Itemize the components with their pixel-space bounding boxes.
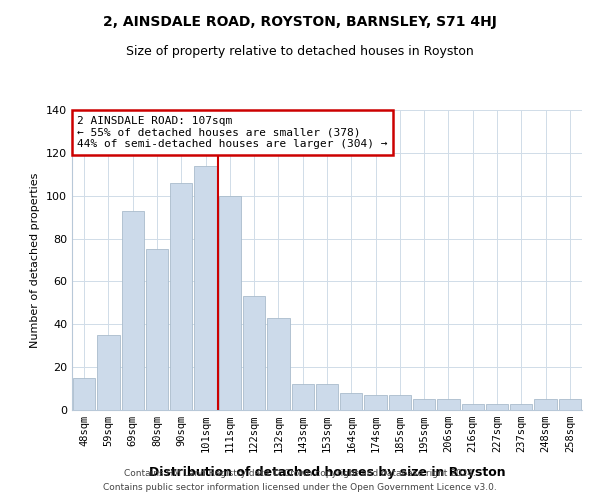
Bar <box>413 400 436 410</box>
Text: Contains HM Land Registry data © Crown copyright and database right 2024.: Contains HM Land Registry data © Crown c… <box>124 468 476 477</box>
Bar <box>146 250 168 410</box>
Bar <box>389 395 411 410</box>
Bar <box>535 400 557 410</box>
Bar <box>316 384 338 410</box>
Bar <box>218 196 241 410</box>
Bar <box>194 166 217 410</box>
Text: 2, AINSDALE ROAD, ROYSTON, BARNSLEY, S71 4HJ: 2, AINSDALE ROAD, ROYSTON, BARNSLEY, S71… <box>103 15 497 29</box>
Bar <box>292 384 314 410</box>
Y-axis label: Number of detached properties: Number of detached properties <box>31 172 40 348</box>
Bar <box>170 183 193 410</box>
Bar <box>486 404 508 410</box>
Bar <box>97 335 119 410</box>
Bar <box>461 404 484 410</box>
Bar <box>340 393 362 410</box>
Bar <box>559 400 581 410</box>
Bar <box>267 318 290 410</box>
Bar <box>364 395 387 410</box>
Bar <box>437 400 460 410</box>
Text: Size of property relative to detached houses in Royston: Size of property relative to detached ho… <box>126 45 474 58</box>
Bar <box>243 296 265 410</box>
X-axis label: Distribution of detached houses by size in Royston: Distribution of detached houses by size … <box>149 466 505 479</box>
Bar <box>510 404 532 410</box>
Bar <box>122 210 144 410</box>
Text: Contains public sector information licensed under the Open Government Licence v3: Contains public sector information licen… <box>103 484 497 492</box>
Bar <box>73 378 95 410</box>
Text: 2 AINSDALE ROAD: 107sqm
← 55% of detached houses are smaller (378)
44% of semi-d: 2 AINSDALE ROAD: 107sqm ← 55% of detache… <box>77 116 388 149</box>
